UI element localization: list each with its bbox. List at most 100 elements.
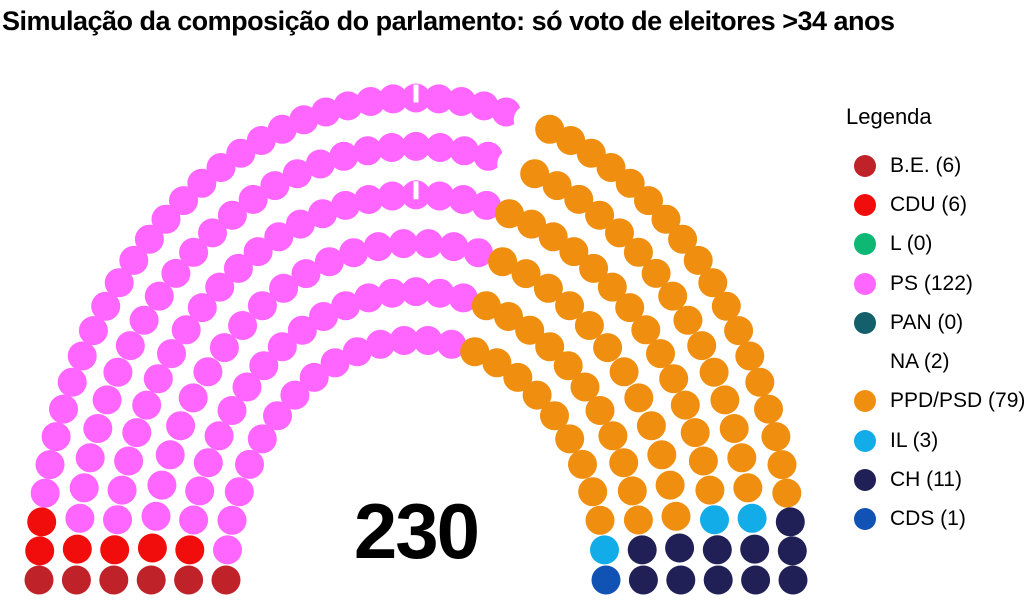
seat-dot (291, 259, 321, 289)
seat-dot (585, 396, 615, 425)
seat-dot (655, 470, 685, 500)
total-seats-label: 230 (353, 487, 480, 575)
seat-dot (703, 565, 733, 595)
seat-dot (609, 357, 639, 387)
seat-dot (217, 505, 247, 535)
seat-dot (213, 535, 242, 565)
seat-dot (535, 332, 565, 362)
seat-dot (590, 535, 619, 565)
seat-dot (737, 503, 767, 533)
seat-dot (65, 503, 95, 533)
seat-dot (494, 302, 523, 331)
seat-dot (724, 316, 754, 346)
legend-label: CDS (1) (890, 507, 966, 531)
seat-dot (761, 422, 791, 452)
seat-dot (217, 200, 247, 230)
legend-swatch-l (854, 233, 876, 256)
seat-dot (289, 105, 319, 135)
legend-label: PAN (0) (890, 310, 964, 334)
seat-dot (631, 315, 661, 345)
seat-gap-artifact (413, 84, 419, 103)
seat-dot (269, 273, 299, 303)
legend-item: PPD/PSD (79) (846, 382, 1024, 421)
seat-dot (260, 171, 290, 201)
seat-dot (627, 535, 657, 565)
seat-dot (136, 565, 166, 595)
seat-dot (687, 331, 717, 361)
seat-dot (437, 329, 467, 359)
seat-dot (247, 291, 277, 321)
seat-dot (778, 565, 808, 595)
seat-dot (264, 222, 294, 252)
legend-label: CDU (6) (890, 192, 967, 216)
seat-dot (228, 311, 258, 340)
seat-dot (646, 339, 675, 369)
legend-heading: Legenda (846, 104, 932, 129)
seat-dot (699, 357, 729, 387)
seat-dot (659, 364, 689, 394)
seat-dot (389, 326, 419, 355)
seat-dot (100, 535, 130, 565)
seat-dot (733, 473, 763, 503)
seat-dot (137, 533, 167, 563)
seat-dot (591, 565, 621, 595)
seat-dot (198, 218, 227, 248)
seat-dot (636, 411, 666, 441)
seat-dot (377, 278, 407, 308)
seat-dot (494, 199, 524, 229)
seat-dot (314, 247, 344, 277)
seat-dot (515, 315, 545, 345)
seat-dot (497, 149, 527, 179)
seat-dot (267, 332, 297, 362)
seat-dot (333, 91, 363, 121)
seat-dot (473, 141, 503, 171)
seat-dot (134, 224, 164, 254)
seat-dot (520, 159, 550, 189)
seat-dot (217, 396, 247, 425)
seat-dot (92, 385, 122, 415)
seat-dot (75, 443, 105, 473)
seat-dot (129, 305, 159, 335)
seat-dot (25, 536, 55, 566)
seat-dot (320, 348, 350, 378)
seat-dot (503, 362, 533, 392)
seat-dot (27, 507, 57, 537)
seat-dots-group (24, 83, 808, 595)
seat-dot (538, 222, 568, 252)
seat-dot (617, 476, 647, 506)
seat-dot (623, 505, 653, 535)
seat-dot (449, 136, 479, 166)
seat-dot (615, 168, 645, 198)
seat-dot (491, 97, 521, 127)
seat-dot (331, 291, 361, 321)
seat-dot (122, 418, 152, 448)
seat-dot (339, 238, 369, 268)
seat-dot (700, 505, 729, 535)
seat-dot (211, 565, 241, 595)
seat-dot (388, 229, 418, 259)
seat-dot (574, 311, 604, 340)
seat-dot (570, 372, 600, 402)
seat-dot (597, 272, 627, 302)
seat-dot (745, 367, 775, 397)
seat-dot (424, 84, 454, 114)
seat-dot (668, 224, 698, 254)
seat-dot (30, 478, 60, 508)
legend-swatch-b-e- (854, 154, 876, 177)
seat-dot (91, 291, 121, 321)
legend-item: L (0) (846, 225, 1024, 264)
seat-dot (132, 390, 162, 420)
seat-dot (695, 475, 725, 505)
seat-dot (425, 181, 455, 211)
seat-dot (204, 421, 234, 451)
seat-dot (41, 422, 71, 452)
seat-dot (155, 440, 185, 470)
seat-dot (179, 237, 209, 267)
seat-dot (414, 229, 444, 259)
legend-swatch-pan (854, 311, 876, 334)
seat-dot (472, 190, 501, 220)
seat-dot (711, 291, 741, 321)
seat-dot (522, 380, 552, 410)
seat-dot (425, 133, 455, 162)
